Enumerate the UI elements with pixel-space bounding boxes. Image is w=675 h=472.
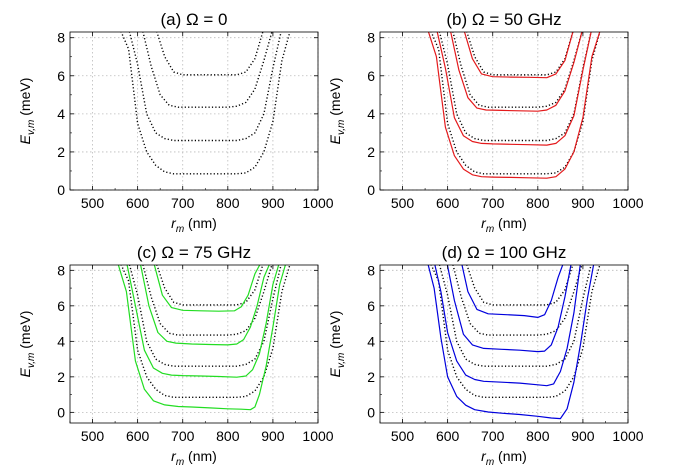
x-axis-label: rm (nm) xyxy=(171,448,217,468)
x-tick-label: 900 xyxy=(261,428,285,444)
x-tick-label: 900 xyxy=(261,195,285,211)
x-tick-label: 500 xyxy=(391,428,415,444)
series-dotted-0 xyxy=(430,32,601,175)
series-dotted-3 xyxy=(466,32,574,76)
x-tick-label: 600 xyxy=(436,428,460,444)
x-tick-label: 800 xyxy=(526,195,550,211)
series-solid-7 xyxy=(463,32,574,79)
x-tick-label: 1000 xyxy=(612,428,643,444)
y-tick-label: 8 xyxy=(57,30,65,46)
y-axis-label: Ev,m (meV) xyxy=(327,311,347,378)
series-solid-4 xyxy=(427,32,601,179)
plot-frame xyxy=(69,31,319,191)
y-tick-label: 4 xyxy=(367,106,375,122)
series-solid-5 xyxy=(126,265,280,378)
y-tick-label: 8 xyxy=(367,262,375,278)
series-dotted-1 xyxy=(438,32,592,142)
series-solid-4 xyxy=(427,265,595,420)
x-tick-label: 1000 xyxy=(302,195,333,211)
x-tick-label: 700 xyxy=(481,195,505,211)
x-tick-label: 500 xyxy=(81,195,105,211)
series-dotted-0 xyxy=(120,265,291,398)
y-tick-label: 6 xyxy=(367,68,375,84)
plot-frame xyxy=(379,264,629,424)
plot-frame xyxy=(69,264,319,424)
x-tick-label: 1000 xyxy=(302,428,333,444)
x-tick-label: 700 xyxy=(481,428,505,444)
x-tick-label: 800 xyxy=(216,428,240,444)
series-dotted-1 xyxy=(438,265,592,367)
series-dotted-3 xyxy=(466,265,574,306)
chart-title: (b) Ω = 50 GHz xyxy=(446,10,561,29)
chart-title: (d) Ω = 100 GHz xyxy=(442,243,567,262)
x-axis-label: rm (nm) xyxy=(481,215,527,235)
panel-b: 500 600 700 800 900 1000 0 2 4 6 8 (b) Ω = 50 GHz rm… xyxy=(327,10,644,235)
x-axis-label: rm (nm) xyxy=(171,215,217,235)
x-tick-label: 600 xyxy=(126,195,150,211)
y-axis-label: Ev,m (meV) xyxy=(17,311,37,378)
y-tick-label: 6 xyxy=(57,298,65,314)
x-tick-label: 700 xyxy=(171,195,195,211)
y-tick-label: 0 xyxy=(367,182,375,198)
y-axis-label: Ev,m (meV) xyxy=(327,78,347,145)
x-tick-label: 500 xyxy=(391,195,415,211)
series-solid-6 xyxy=(446,265,572,353)
series-dotted-2 xyxy=(452,32,583,108)
x-tick-label: 800 xyxy=(526,428,550,444)
y-axis-label: Ev,m (meV) xyxy=(17,78,37,145)
series-dotted-0 xyxy=(120,32,291,175)
x-tick-label: 700 xyxy=(171,428,195,444)
series-dotted-1 xyxy=(128,32,282,142)
series-solid-6 xyxy=(140,265,270,346)
y-tick-label: 6 xyxy=(367,298,375,314)
series-solid-5 xyxy=(434,265,581,387)
y-tick-label: 0 xyxy=(57,404,65,420)
panel-c: 500 600 700 800 900 1000 0 2 4 6 8 (c) Ω = 75 GHz rm… xyxy=(17,243,334,468)
panel-a: 500 600 700 800 900 1000 0 2 4 6 8 (a) Ω = 0 rm (nm)… xyxy=(17,10,334,235)
x-tick-label: 600 xyxy=(436,195,460,211)
series-dotted-3 xyxy=(156,265,264,306)
y-tick-label: 4 xyxy=(57,106,65,122)
y-tick-label: 2 xyxy=(57,144,65,160)
y-tick-label: 4 xyxy=(57,333,65,349)
x-tick-label: 900 xyxy=(571,428,595,444)
y-tick-label: 8 xyxy=(57,262,65,278)
series-dotted-1 xyxy=(128,265,282,367)
x-tick-label: 800 xyxy=(216,195,240,211)
series-solid-6 xyxy=(450,32,583,112)
y-tick-label: 2 xyxy=(57,369,65,385)
series-solid-7 xyxy=(461,265,564,318)
y-tick-label: 8 xyxy=(367,30,375,46)
panel-d: 500 600 700 800 900 1000 0 2 4 6 8 (d) Ω = 100 GHz r… xyxy=(327,243,644,468)
series-dotted-2 xyxy=(452,265,583,336)
series-solid-5 xyxy=(436,32,592,146)
y-tick-label: 2 xyxy=(367,144,375,160)
series-dotted-0 xyxy=(430,265,601,398)
series-dotted-2 xyxy=(142,32,273,108)
x-axis-label: rm (nm) xyxy=(481,448,527,468)
y-tick-label: 0 xyxy=(367,404,375,420)
x-tick-label: 1000 xyxy=(612,195,643,211)
x-tick-label: 900 xyxy=(571,195,595,211)
series-dotted-3 xyxy=(156,32,264,76)
plot-frame xyxy=(379,31,629,191)
chart-title: (a) Ω = 0 xyxy=(160,10,227,29)
y-tick-label: 2 xyxy=(367,369,375,385)
x-tick-label: 600 xyxy=(126,428,150,444)
series-solid-4 xyxy=(117,265,286,411)
chart-title: (c) Ω = 75 GHz xyxy=(137,243,251,262)
y-tick-label: 4 xyxy=(367,333,375,349)
series-solid-7 xyxy=(153,265,261,312)
series-dotted-2 xyxy=(142,265,273,336)
x-tick-label: 500 xyxy=(81,428,105,444)
y-tick-label: 0 xyxy=(57,182,65,198)
y-tick-label: 6 xyxy=(57,68,65,84)
